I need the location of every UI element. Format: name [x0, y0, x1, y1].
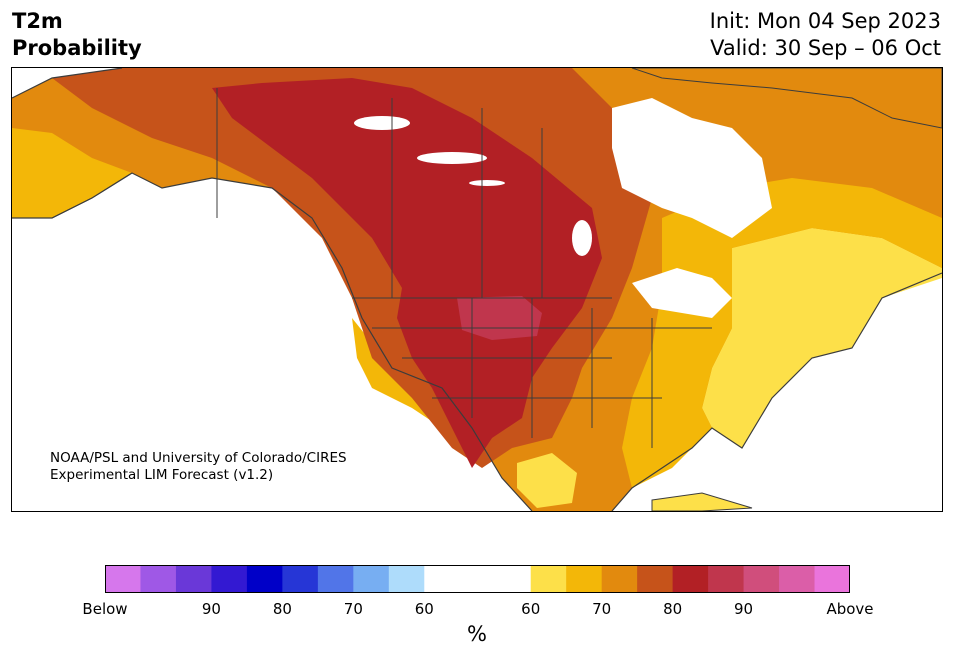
lake-athabasca — [469, 180, 505, 186]
colorbar-cell — [317, 565, 354, 593]
zone-65-east — [622, 178, 942, 488]
coastline — [12, 68, 942, 511]
colorbar-cell — [105, 565, 141, 593]
colorbar-border — [105, 565, 850, 593]
colorbar-cell — [637, 565, 674, 593]
colorbar-cell — [779, 565, 816, 593]
title-variable: T2m — [12, 9, 63, 33]
title-metric: Probability — [12, 36, 142, 60]
zone-60-east — [702, 228, 942, 448]
colorbar-units: % — [467, 622, 487, 646]
colorbar-cell — [495, 565, 532, 593]
colorbar-tick-label: Above — [826, 600, 874, 618]
colorbar-tick-label: 60 — [414, 600, 434, 618]
zone-80 — [212, 78, 602, 468]
colorbar-scale — [105, 565, 850, 593]
colorbar-cell — [566, 565, 603, 593]
colorbar-cell — [175, 565, 212, 593]
colorbar-cell — [672, 565, 709, 593]
colorbar-tick-label: 70 — [343, 600, 363, 618]
credit-line-2: Experimental LIM Forecast (v1.2) — [50, 467, 274, 483]
colorbar-cell — [530, 565, 567, 593]
hudson-bay — [612, 98, 772, 238]
lake-winnipeg — [572, 220, 592, 256]
colorbar-cell — [459, 565, 496, 593]
colorbar-tick-label: 70 — [592, 600, 612, 618]
zone-60-alaska — [12, 128, 132, 218]
colorbar-cell — [246, 565, 283, 593]
colorbar-cell — [211, 565, 248, 593]
colorbar-tick-label: 60 — [521, 600, 541, 618]
colorbar-cell — [743, 565, 780, 593]
colorbar-cell — [708, 565, 745, 593]
colorbar-tick-label: 90 — [201, 600, 221, 618]
credit-text: NOAA/PSL and University of Colorado/CIRE… — [50, 450, 347, 484]
lake-great-slave — [417, 152, 487, 164]
colorbar-cell — [353, 565, 390, 593]
cuba — [651, 492, 753, 511]
lake-great-bear — [354, 116, 410, 130]
valid-period: Valid: 30 Sep – 06 Oct — [710, 36, 941, 60]
colorbar-cell — [140, 565, 177, 593]
forecast-dates: Init: Mon 04 Sep 2023 Valid: 30 Sep – 06… — [710, 8, 941, 62]
colorbar — [105, 565, 850, 593]
colorbar-cell — [601, 565, 638, 593]
arctic-islands — [631, 68, 942, 129]
colorbar-tick-label: 80 — [272, 600, 292, 618]
colorbar-cell — [814, 565, 850, 593]
colorbar-cell — [282, 565, 319, 593]
map-title: T2m Probability — [12, 8, 142, 62]
zone-60-mexico — [517, 453, 577, 508]
zone-85 — [457, 296, 542, 340]
init-date: Init: Mon 04 Sep 2023 — [709, 9, 941, 33]
credit-line-1: NOAA/PSL and University of Colorado/CIRE… — [50, 450, 347, 466]
colorbar-cell — [424, 565, 461, 593]
colorbar-tick-label: Below — [82, 600, 128, 618]
probability-map: NOAA/PSL and University of Colorado/CIRE… — [11, 67, 943, 512]
map-canvas — [12, 68, 942, 511]
colorbar-cell — [388, 565, 425, 593]
colorbar-tick-label: 80 — [663, 600, 683, 618]
great-lakes — [632, 268, 732, 318]
colorbar-tick-label: 90 — [734, 600, 754, 618]
